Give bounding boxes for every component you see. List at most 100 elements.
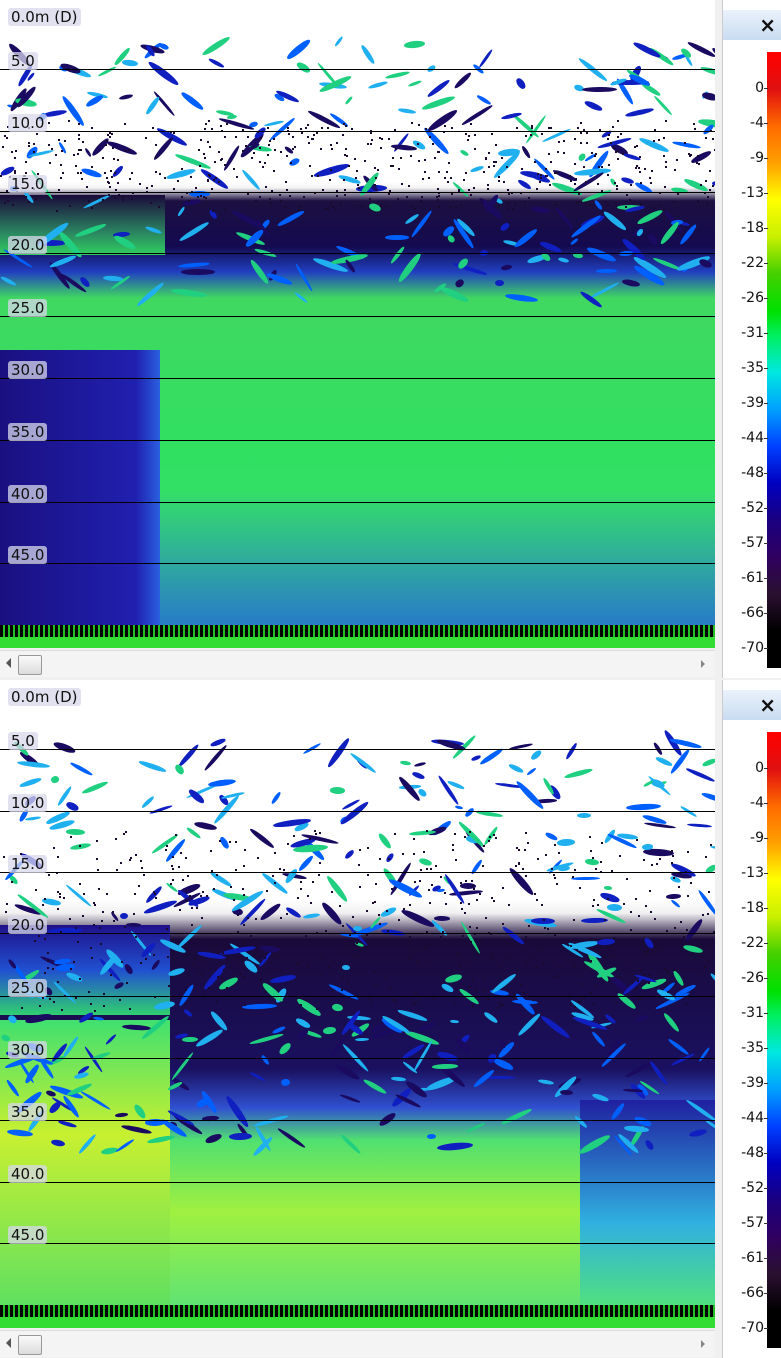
fish-echo [604,885,612,889]
noise-dot [421,196,423,198]
noise-dot [411,205,413,207]
noise-dot [374,901,376,903]
noise-dot [93,902,95,904]
noise-dot [708,891,710,893]
noise-dot [314,830,316,832]
noise-dot [265,186,267,188]
noise-dot [506,208,508,210]
noise-dot [186,900,188,902]
noise-dot [444,125,446,127]
noise-dot [38,935,40,937]
noise-dot [53,1001,55,1003]
noise-dot [214,161,216,163]
scroll-right[interactable] [701,1340,705,1348]
noise-dot [425,128,427,130]
scroll-thumb[interactable] [18,655,42,675]
close-button[interactable]: × [759,14,776,36]
noise-dot [508,904,510,906]
fish-echo [607,904,622,912]
scroll-left[interactable] [6,1338,11,1348]
depth-line [0,749,715,750]
noise-dot [465,172,467,174]
noise-dot [194,958,196,960]
noise-dot [14,170,16,172]
noise-dot [710,844,712,846]
noise-dot [418,160,420,162]
noise-dot [554,877,556,879]
noise-dot [255,918,257,920]
noise-dot [525,135,527,137]
noise-dot [431,884,433,886]
noise-dot [274,149,276,151]
noise-dot [639,156,641,158]
noise-dot [532,957,534,959]
noise-dot [70,968,72,970]
noise-dot [502,923,504,925]
noise-dot [574,965,576,967]
noise-dot [548,153,550,155]
noise-dot [215,177,217,179]
noise-dot [284,206,286,208]
noise-dot [709,170,711,172]
noise-dot [670,851,672,853]
noise-dot [62,172,64,174]
noise-dot [483,845,485,847]
noise-dot [345,148,347,150]
noise-dot [75,997,77,999]
noise-dot [124,123,126,125]
noise-dot [91,166,93,168]
noise-dot [678,886,680,888]
noise-dot [375,984,377,986]
noise-dot [374,971,376,973]
noise-dot [300,1004,302,1006]
noise-dot [459,966,461,968]
noise-dot [80,172,82,174]
noise-dot [49,998,51,1000]
noise-dot [663,155,665,157]
scroll-right[interactable] [701,660,705,668]
noise-dot [107,134,109,136]
noise-dot [42,904,44,906]
noise-dot [575,178,577,180]
noise-dot [202,973,204,975]
scale-tick [764,438,768,439]
scale-tick [764,1293,768,1294]
noise-dot [645,905,647,907]
depth-label: 15.0 [8,175,47,193]
noise-dot [153,954,155,956]
depth-line [0,378,715,379]
noise-dot [530,134,532,136]
noise-dot [358,864,360,866]
noise-dot [78,123,80,125]
noise-dot [674,927,676,929]
noise-dot [537,949,539,951]
noise-dot [330,169,332,171]
noise-dot [476,927,478,929]
noise-dot [671,862,673,864]
close-button[interactable]: × [759,694,776,716]
depth-label: 40.0 [8,485,47,503]
noise-dot [438,206,440,208]
noise-dot [109,132,111,134]
noise-dot [134,893,136,895]
noise-dot [401,183,403,185]
noise-dot [133,913,135,915]
noise-dot [268,144,270,146]
noise-dot [25,172,27,174]
noise-dot [336,142,338,144]
noise-dot [366,910,368,912]
noise-dot [259,161,261,163]
noise-dot [586,142,588,144]
noise-dot [377,169,379,171]
noise-dot [409,936,411,938]
noise-dot [312,881,314,883]
noise-dot [392,999,394,1001]
noise-dot [340,203,342,205]
scroll-left[interactable] [6,658,11,668]
scale-label: -31 [741,1005,764,1021]
scroll-thumb[interactable] [18,1335,42,1355]
scale-label: -22 [741,255,764,271]
noise-dot [356,942,358,944]
noise-dot [464,836,466,838]
noise-dot [68,120,70,122]
